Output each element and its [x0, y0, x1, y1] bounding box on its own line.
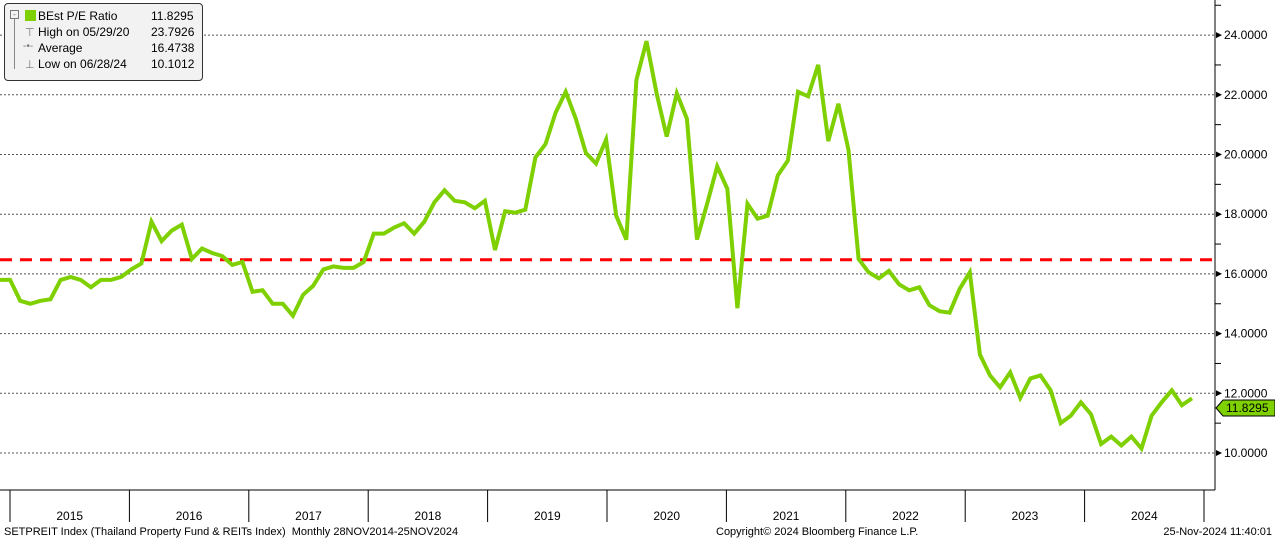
footer-copyright: Copyright© 2024 Bloomberg Finance L.P. — [716, 526, 919, 538]
x-tick-label: 2019 — [534, 509, 561, 523]
series-color-swatch — [25, 10, 36, 21]
y-tick-label: 22.0000 — [1224, 88, 1268, 102]
high-marker-icon: ⊤ — [25, 27, 35, 39]
y-tick-label: 16.0000 — [1224, 267, 1268, 281]
legend-low-value: 10.1012 — [151, 57, 195, 71]
y-tick-label: 24.0000 — [1224, 28, 1268, 42]
series-line-pe-ratio — [0, 40, 1194, 453]
y-tick-marker — [1216, 450, 1222, 456]
y-tick-label: 12.0000 — [1224, 386, 1268, 400]
legend-high-value: 23.7926 — [151, 25, 195, 39]
y-tick-marker — [1216, 151, 1222, 158]
footer-timestamp: 25-Nov-2024 11:40:01 — [1163, 526, 1272, 538]
legend-average-value: 16.4738 — [151, 41, 195, 55]
x-tick-label: 2021 — [773, 509, 800, 523]
y-tick-marker — [1216, 270, 1222, 277]
legend-series-value: 11.8295 — [151, 9, 194, 23]
legend-high-label: High on 05/29/20 — [38, 25, 130, 39]
y-tick-marker — [1216, 32, 1222, 39]
x-tick-label: 2022 — [892, 509, 919, 523]
chart-legend: - BEst P/E Ratio 11.8295 ⊤ High on 05/29… — [4, 3, 203, 81]
y-tick-label: 10.0000 — [1224, 446, 1268, 460]
y-tick-label: 14.0000 — [1224, 327, 1268, 341]
y-tick-label: 20.0000 — [1224, 148, 1268, 162]
x-tick-label: 2023 — [1012, 509, 1039, 523]
x-tick-label: 2017 — [295, 509, 322, 523]
footer-index-info: SETPREIT Index (Thailand Property Fund &… — [4, 526, 459, 538]
y-tick-marker — [1216, 330, 1222, 337]
legend-low-label: Low on 06/28/24 — [38, 57, 127, 71]
x-tick-label: 2020 — [653, 509, 680, 523]
x-tick-label: 2015 — [56, 509, 83, 523]
x-tick-label: 2016 — [176, 509, 203, 523]
x-tick-label: 2024 — [1131, 509, 1158, 523]
collapse-icon[interactable]: - — [10, 10, 19, 19]
y-tick-label: 18.0000 — [1224, 207, 1268, 221]
legend-series-label: BEst P/E Ratio — [38, 9, 118, 23]
tree-connector-icon — [14, 19, 21, 69]
x-tick-label: 2018 — [415, 509, 442, 523]
y-tick-marker — [1216, 390, 1222, 397]
last-value-tag: 11.8295 — [1215, 399, 1275, 417]
low-marker-icon: ⊥ — [25, 59, 35, 71]
legend-average-label: Average — [38, 41, 83, 55]
y-tick-marker — [1216, 91, 1222, 98]
y-tick-marker — [1216, 211, 1222, 218]
average-marker-icon: -•- — [23, 41, 34, 52]
last-value-text: 11.8295 — [1226, 401, 1269, 415]
